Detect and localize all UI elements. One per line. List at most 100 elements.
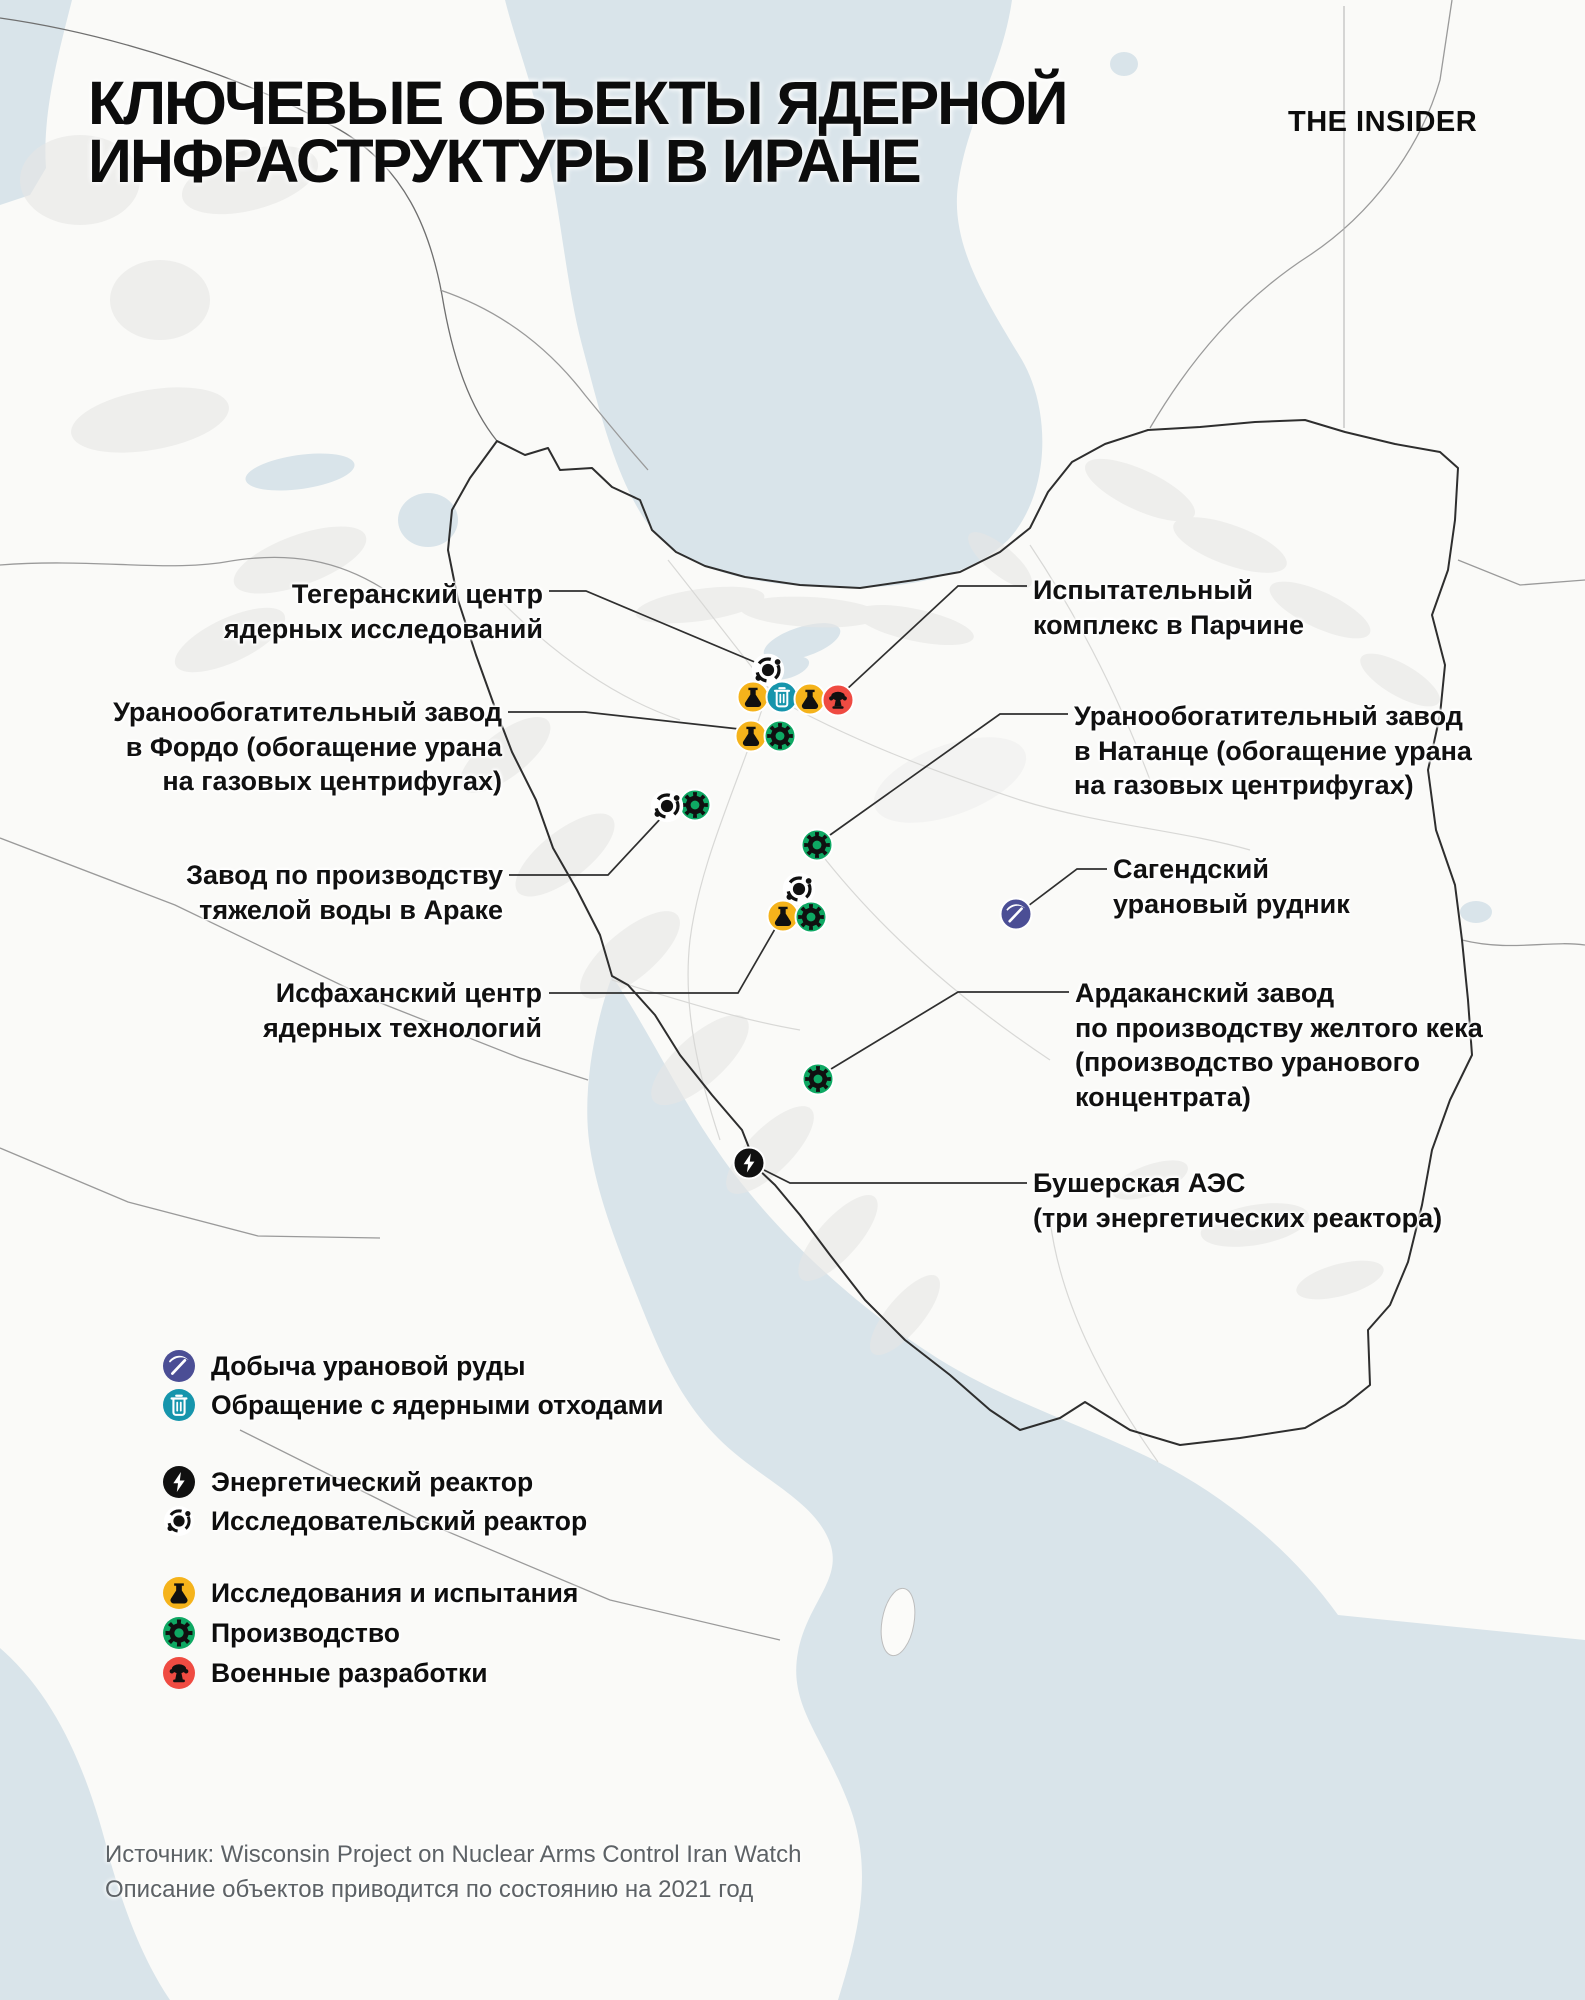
label-ardakan-line: (производство уранового (1075, 1047, 1421, 1077)
gear-marker (794, 900, 828, 934)
flask-marker (736, 680, 770, 714)
roads (499, 544, 1251, 1463)
legend-label: Исследования и испытания (211, 1577, 579, 1608)
label-parchin: Испытательный комплекс в Парчине (1033, 573, 1304, 642)
label-arak-line: Завод по производству (186, 860, 503, 890)
label-natanz-line: в Натанце (обогащение урана (1074, 735, 1472, 766)
research-reactor-icon (750, 652, 786, 688)
pickaxe-marker (999, 897, 1033, 931)
source-line-2: Описание объектов приводится по состояни… (105, 1876, 754, 1903)
label-bushehr-line: Бушерская АЭС (1033, 1168, 1246, 1198)
legend-trash-icon (163, 1389, 195, 1421)
black-sea (0, 0, 72, 205)
research-reactor-icon (649, 788, 685, 824)
legend-pickaxe-icon (163, 1350, 195, 1382)
red-sea (0, 1648, 170, 2000)
source-line-1: Источник: Wisconsin Project on Nuclear A… (105, 1841, 802, 1868)
legend-label: Добыча урановой руды (211, 1350, 526, 1381)
flask-marker (766, 899, 800, 933)
persian-gulf (587, 976, 1585, 2000)
label-bushehr-line: (три энергетических реактора) (1033, 1202, 1443, 1233)
label-ardakan-line: по производству желтого кека (1075, 1012, 1483, 1043)
title-line-1: КЛЮЧЕВЫЕ ОБЪЕКТЫ ЯДЕРНОЙ (88, 69, 1068, 137)
legend-item-flask: Исследования и испытания (160, 1574, 578, 1612)
label-isfahan-line: ядерных технологий (262, 1012, 542, 1043)
label-ardakan: Ардаканский завод по производству желтого… (1075, 976, 1483, 1114)
label-ardakan-line: концентрата) (1075, 1081, 1251, 1112)
lake-van (245, 453, 355, 491)
legend-item-bolt: Энергетический реактор (160, 1463, 533, 1501)
leader-line (508, 711, 740, 730)
reactor-marker (781, 871, 817, 907)
page-title: КЛЮЧЕВЫЕ ОБЪЕКТЫ ЯДЕРНОЙ ИНФРАСТРУКТУРЫ … (88, 69, 1068, 195)
country-borders (0, 0, 1585, 1641)
legend-bomb-icon (163, 1657, 195, 1689)
leader-line (1027, 868, 1107, 907)
trash-marker (765, 680, 799, 714)
gear-marker (763, 719, 797, 753)
label-fordo-line: на газовых центрифугах) (162, 766, 502, 796)
title-line-2: ИНФРАСТРУКТУРЫ В ИРАНЕ (88, 127, 922, 195)
label-fordo-line: Уранообогатительный завод (113, 697, 502, 727)
legend-flask-icon (163, 1577, 195, 1609)
gear-marker (800, 828, 834, 862)
legend-item-gear: Производство (160, 1614, 400, 1652)
label-natanz-line: на газовых центрифугах) (1074, 770, 1414, 800)
the-insider-logo: THE INSIDER (1288, 106, 1478, 138)
legend-label: Энергетический реактор (211, 1466, 534, 1497)
legend-label: Производство (211, 1617, 400, 1648)
legend-gear-icon (163, 1617, 195, 1649)
leader-line (549, 590, 758, 664)
label-natanz: Уранообогатительный завод в Натанце (обог… (1074, 699, 1472, 803)
label-arak-line: тяжелой воды в Араке (199, 894, 503, 925)
label-sagend: Сагендский урановый рудник (1113, 852, 1350, 921)
label-isfahan: Исфаханский центр ядерных технологий (263, 976, 542, 1045)
trash-marker-circle (765, 680, 799, 714)
caspian-sea (505, 0, 1043, 588)
label-tehran-line: ядерных исследований (223, 613, 543, 644)
legend-label: Обращение с ядерными отходами (211, 1389, 664, 1420)
gear-marker (678, 788, 712, 822)
reactor-marker (750, 652, 786, 688)
iran-border (447, 419, 1473, 1446)
legend-item-trash: Обращение с ядерными отходами (160, 1386, 663, 1424)
leader-lines-layer (508, 585, 1107, 1184)
leader-line (549, 921, 780, 994)
label-fordo-line: в Фордо (обогащение урана (125, 731, 502, 762)
legend-item-pickaxe: Добыча урановой руды (160, 1347, 526, 1385)
leader-line (822, 713, 1068, 841)
legend-item-reactor: Исследовательский реактор (160, 1502, 587, 1540)
label-natanz-line: Уранообогатительный завод (1074, 701, 1463, 731)
legend-label: Исследовательский реактор (211, 1505, 588, 1536)
label-tehran: Тегеранский центр ядерных исследований (224, 577, 543, 646)
research-reactor-icon (781, 871, 817, 907)
lake-urmia (398, 493, 458, 547)
facility-markers-layer (649, 652, 1033, 1180)
bolt-marker (732, 1146, 766, 1180)
label-fordo: Уранообогатительный завод в Фордо (обогащ… (113, 695, 502, 799)
flask-marker (793, 682, 827, 716)
legend-bolt-icon (163, 1466, 195, 1498)
small-lake-ne (1110, 52, 1138, 76)
salt-lake (763, 623, 841, 661)
gear-marker (801, 1062, 835, 1096)
terrain-shading (20, 135, 1440, 1356)
leader-line (830, 991, 1069, 1070)
label-tehran-line: Тегеранский центр (291, 579, 543, 609)
legend-item-bomb: Военные разработки (160, 1654, 488, 1692)
legend-reactor-icon (162, 1504, 196, 1538)
leader-line (845, 585, 1027, 691)
leader-line (763, 1169, 1027, 1184)
label-sagend-line: Сагендский (1113, 854, 1269, 884)
qatar-peninsula (880, 1587, 916, 1657)
label-bushehr: Бушерская АЭС (три энергетических реактор… (1033, 1166, 1442, 1235)
leader-line (509, 816, 663, 876)
label-parchin-line: Испытательный (1033, 575, 1253, 605)
hamun-lake (1460, 901, 1492, 923)
flask-marker (734, 719, 768, 753)
source-note: Источник: Wisconsin Project on Nuclear A… (105, 1837, 801, 1907)
label-ardakan-line: Ардаканский завод (1075, 978, 1335, 1008)
